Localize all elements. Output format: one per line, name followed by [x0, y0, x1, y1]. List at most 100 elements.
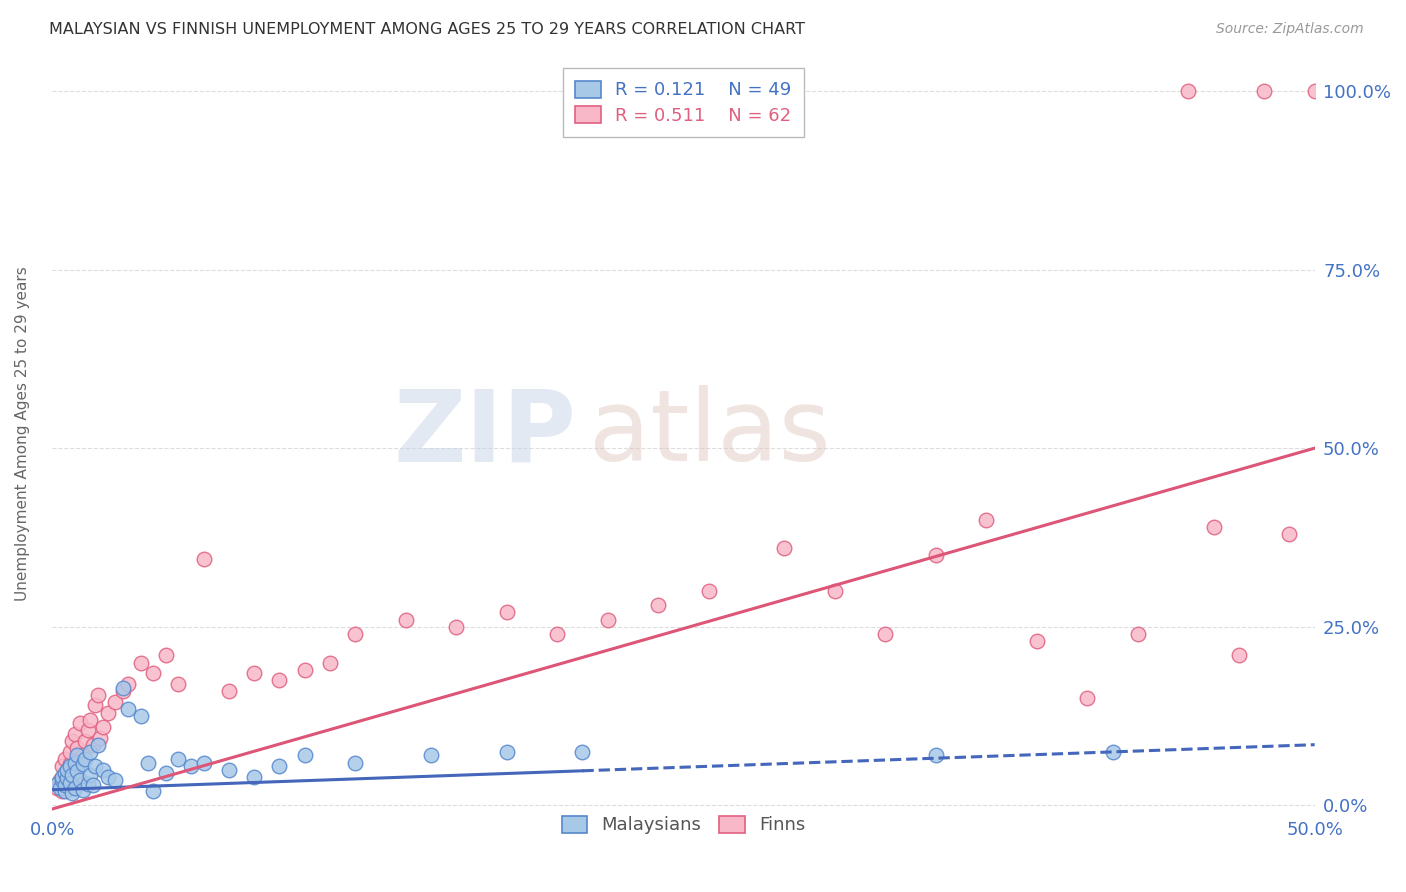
- Point: [824, 584, 846, 599]
- Point: [72, 782, 94, 797]
- Point: [647, 599, 669, 613]
- Point: [1253, 84, 1275, 98]
- Text: MALAYSIAN VS FINNISH UNEMPLOYMENT AMONG AGES 25 TO 29 YEARS CORRELATION CHART: MALAYSIAN VS FINNISH UNEMPLOYMENT AMONG …: [49, 22, 806, 37]
- Point: [97, 770, 120, 784]
- Point: [46, 780, 69, 795]
- Point: [49, 773, 72, 788]
- Point: [62, 734, 84, 748]
- Point: [59, 756, 82, 771]
- Point: [243, 666, 266, 681]
- Point: [73, 734, 96, 748]
- Point: [444, 620, 467, 634]
- Point: [1278, 527, 1301, 541]
- Point: [76, 723, 98, 738]
- Point: [59, 775, 82, 789]
- Point: [62, 780, 84, 795]
- Point: [56, 764, 79, 778]
- Point: [79, 713, 101, 727]
- Point: [69, 716, 91, 731]
- Point: [218, 684, 240, 698]
- Point: [117, 677, 139, 691]
- Legend: Malaysians, Finns: Malaysians, Finns: [551, 805, 815, 846]
- Point: [925, 748, 948, 763]
- Point: [142, 784, 165, 798]
- Point: [1101, 745, 1123, 759]
- Text: ZIP: ZIP: [394, 385, 576, 483]
- Point: [129, 656, 152, 670]
- Point: [86, 688, 108, 702]
- Point: [51, 784, 73, 798]
- Point: [72, 756, 94, 771]
- Point: [84, 698, 107, 713]
- Text: Source: ZipAtlas.com: Source: ZipAtlas.com: [1216, 22, 1364, 37]
- Point: [82, 779, 104, 793]
- Point: [495, 745, 517, 759]
- Point: [117, 702, 139, 716]
- Point: [51, 759, 73, 773]
- Point: [97, 706, 120, 720]
- Point: [546, 627, 568, 641]
- Point: [875, 627, 897, 641]
- Point: [73, 752, 96, 766]
- Point: [111, 681, 134, 695]
- Text: atlas: atlas: [589, 385, 831, 483]
- Point: [51, 773, 73, 788]
- Point: [63, 727, 86, 741]
- Point: [53, 766, 76, 780]
- Point: [79, 768, 101, 782]
- Point: [66, 741, 89, 756]
- Point: [269, 759, 291, 773]
- Point: [142, 666, 165, 681]
- Point: [420, 748, 443, 763]
- Point: [63, 772, 86, 786]
- Point: [243, 770, 266, 784]
- Point: [344, 756, 367, 770]
- Point: [51, 770, 73, 784]
- Point: [53, 770, 76, 784]
- Point: [89, 731, 111, 745]
- Point: [63, 780, 86, 795]
- Point: [697, 584, 720, 599]
- Point: [76, 777, 98, 791]
- Point: [91, 763, 114, 777]
- Point: [56, 772, 79, 786]
- Point: [155, 766, 177, 780]
- Point: [49, 780, 72, 795]
- Point: [53, 784, 76, 798]
- Point: [294, 663, 316, 677]
- Point: [91, 720, 114, 734]
- Point: [1026, 634, 1049, 648]
- Point: [395, 613, 418, 627]
- Point: [344, 627, 367, 641]
- Point: [104, 773, 127, 788]
- Point: [1202, 520, 1225, 534]
- Point: [56, 763, 79, 777]
- Point: [773, 541, 796, 556]
- Point: [66, 748, 89, 763]
- Point: [155, 648, 177, 663]
- Point: [66, 763, 89, 777]
- Point: [1126, 627, 1149, 641]
- Y-axis label: Unemployment Among Ages 25 to 29 years: Unemployment Among Ages 25 to 29 years: [15, 267, 30, 601]
- Point: [193, 552, 215, 566]
- Point: [167, 752, 190, 766]
- Point: [193, 756, 215, 770]
- Point: [1177, 84, 1199, 98]
- Point: [167, 677, 190, 691]
- Point: [596, 613, 619, 627]
- Point: [53, 779, 76, 793]
- Point: [218, 763, 240, 777]
- Point: [72, 748, 94, 763]
- Point: [82, 738, 104, 752]
- Point: [104, 695, 127, 709]
- Point: [79, 745, 101, 759]
- Point: [495, 606, 517, 620]
- Point: [180, 759, 202, 773]
- Point: [84, 759, 107, 773]
- Point: [62, 786, 84, 800]
- Point: [46, 777, 69, 791]
- Point: [59, 759, 82, 773]
- Point: [1303, 84, 1326, 98]
- Point: [976, 513, 998, 527]
- Point: [269, 673, 291, 688]
